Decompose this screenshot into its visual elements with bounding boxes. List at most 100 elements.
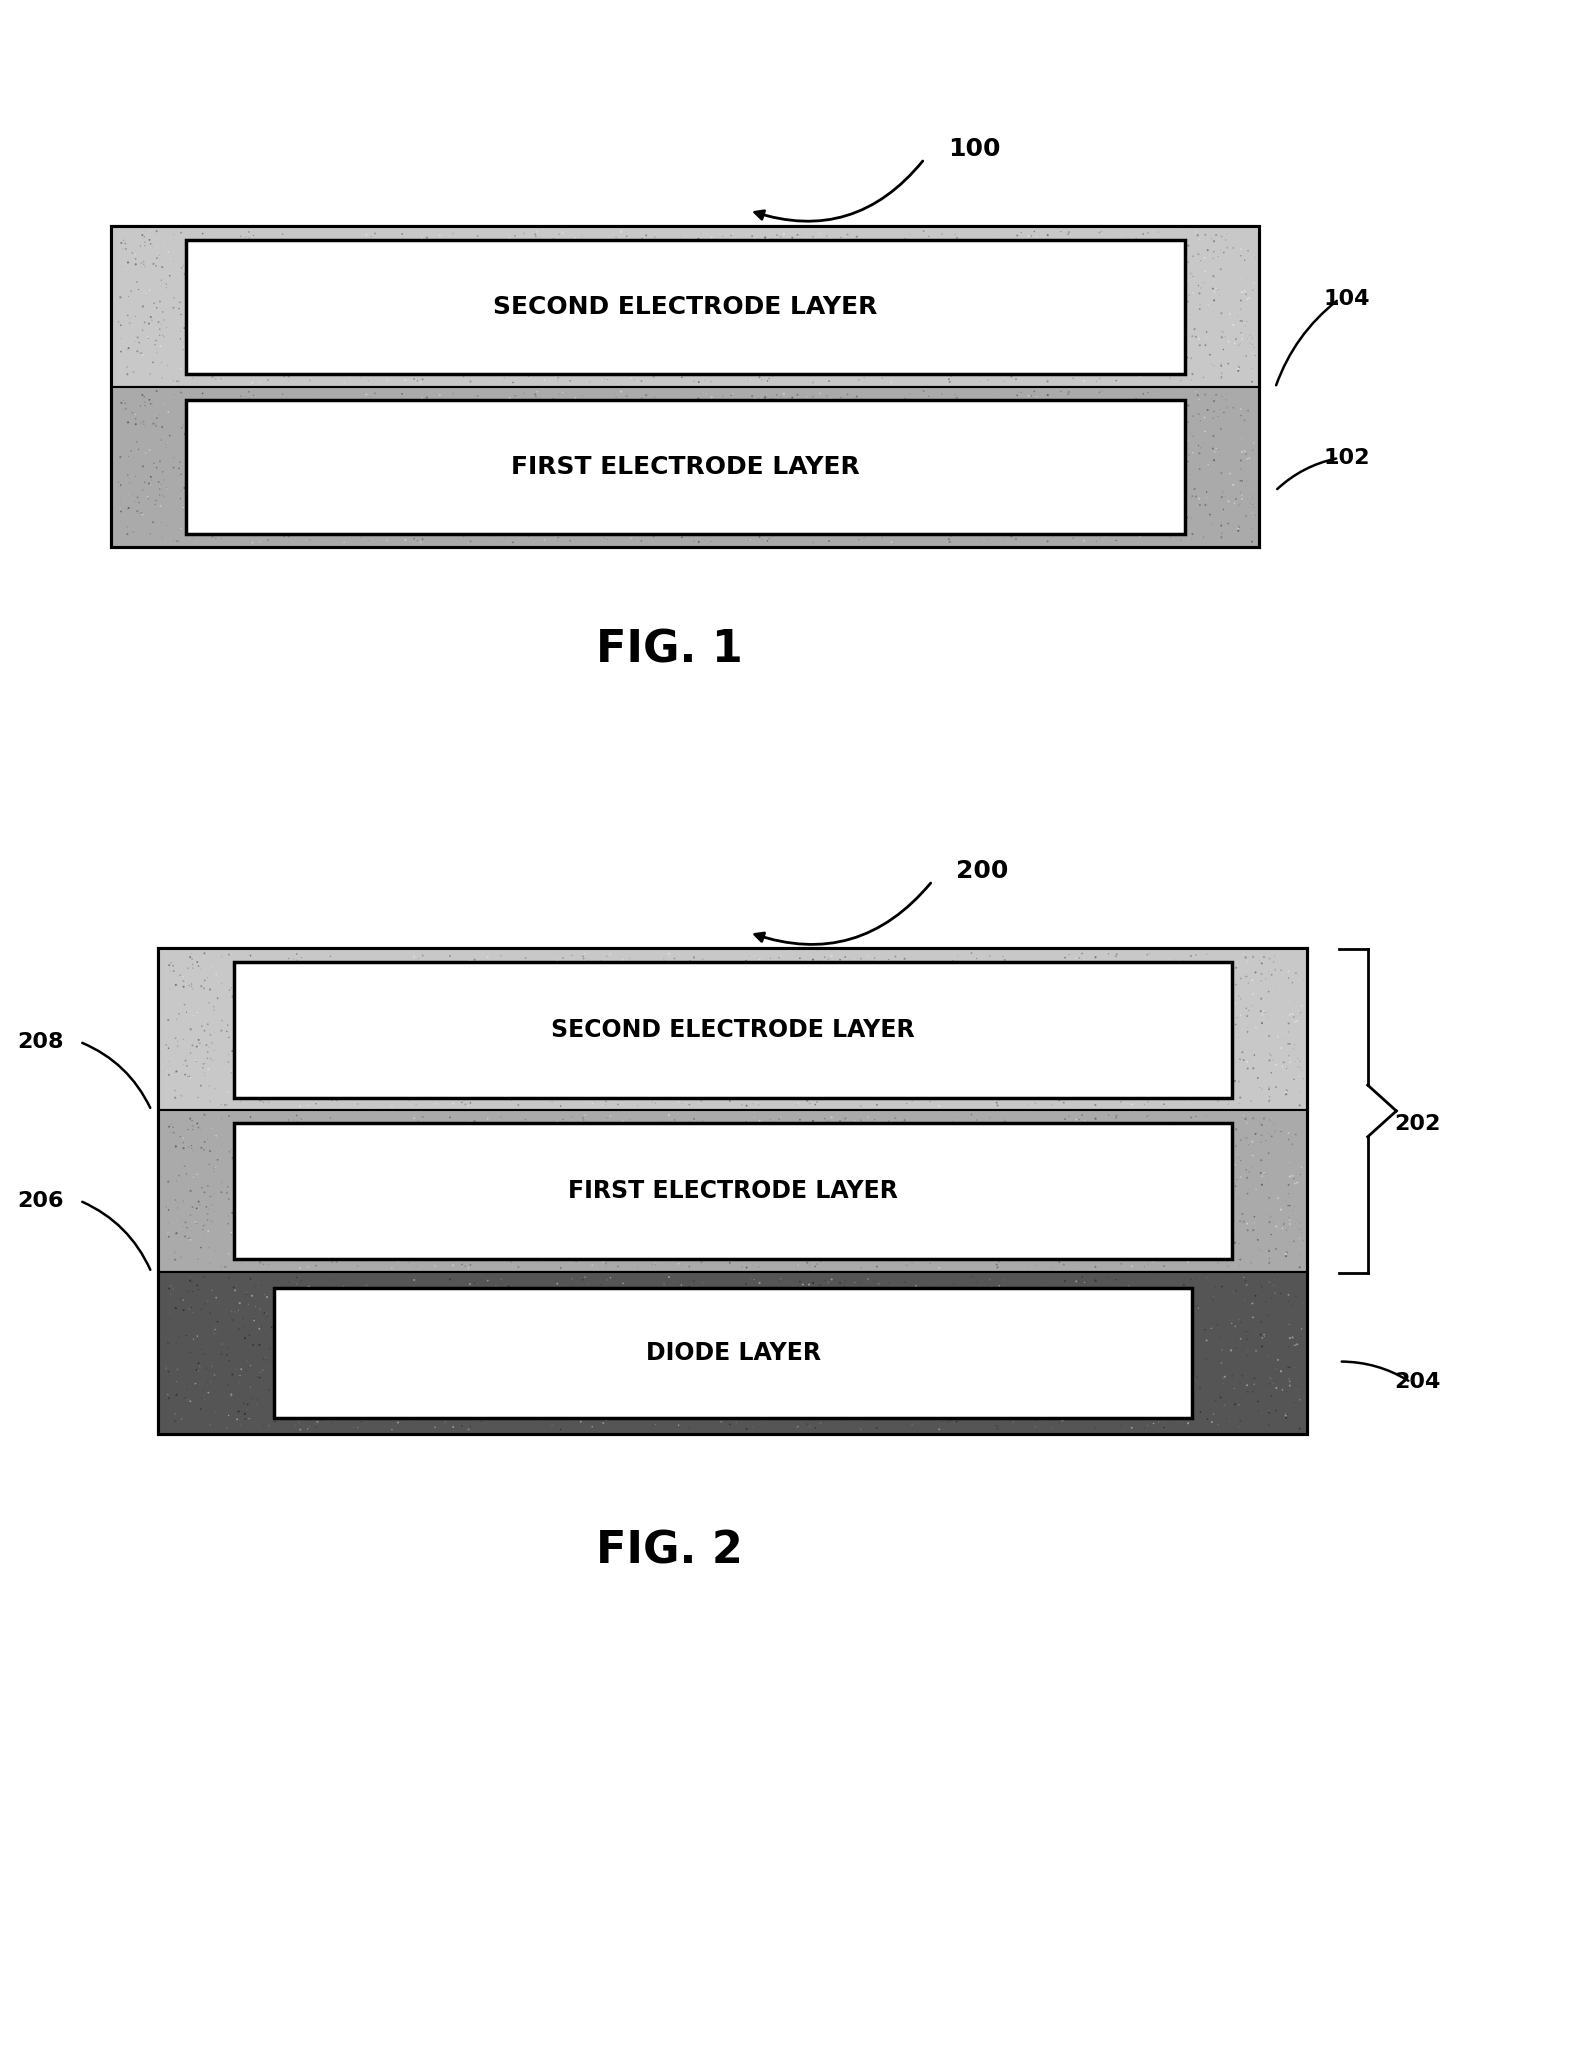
Point [268, 1362, 293, 1395]
Point [244, 1388, 269, 1421]
Point [344, 345, 370, 378]
Point [1114, 1205, 1140, 1238]
Point [190, 1213, 215, 1246]
Point [743, 382, 768, 415]
Point [1060, 268, 1086, 301]
Point [856, 225, 881, 258]
Point [537, 1034, 563, 1067]
Point [290, 254, 316, 287]
Point [783, 1287, 808, 1320]
Point [1274, 1236, 1299, 1269]
Point [534, 1071, 559, 1104]
Point [258, 1149, 284, 1182]
Point [1277, 1027, 1302, 1060]
Point [714, 1131, 740, 1164]
Point [958, 419, 983, 452]
Text: DIODE LAYER: DIODE LAYER [646, 1341, 821, 1366]
Point [971, 314, 996, 347]
Point [626, 1277, 652, 1310]
Point [298, 1190, 324, 1223]
Point [936, 363, 961, 396]
Point [354, 219, 379, 252]
Point [555, 1370, 580, 1403]
Point [319, 1407, 344, 1440]
Point [327, 972, 352, 1005]
Point [649, 245, 674, 279]
Point [781, 312, 807, 345]
Point [180, 972, 206, 1005]
Point [547, 949, 572, 982]
Point [999, 266, 1025, 299]
Point [1234, 464, 1259, 497]
Point [446, 961, 472, 994]
Point [131, 450, 156, 483]
Point [360, 970, 386, 1003]
Point [964, 1034, 990, 1067]
Point [1111, 1275, 1137, 1308]
Point [1028, 1380, 1054, 1413]
Point [1074, 299, 1100, 332]
Point [378, 262, 403, 295]
Point [977, 1263, 1003, 1296]
Point [945, 982, 971, 1015]
Point [1175, 1032, 1200, 1065]
Point [813, 974, 838, 1007]
Point [202, 1360, 228, 1393]
Point [921, 357, 947, 390]
Point [953, 1034, 979, 1067]
Point [177, 1384, 202, 1417]
Point [577, 1296, 603, 1329]
Point [738, 939, 764, 972]
Point [206, 454, 231, 487]
Point [413, 1362, 438, 1395]
Point [140, 347, 166, 380]
Point [1259, 1380, 1285, 1413]
Point [654, 491, 679, 524]
Point [829, 1034, 854, 1067]
Point [303, 489, 328, 522]
Point [636, 1065, 662, 1098]
Point [171, 1133, 196, 1166]
Point [789, 959, 815, 992]
Point [177, 340, 202, 373]
Point [198, 349, 223, 382]
Point [929, 1081, 955, 1114]
Point [398, 1067, 424, 1100]
Point [309, 1403, 335, 1436]
Point [773, 1331, 799, 1364]
Point [657, 497, 682, 530]
Point [1062, 241, 1087, 274]
Point [434, 1203, 459, 1236]
Point [349, 1285, 375, 1318]
Point [523, 1019, 548, 1052]
Point [1074, 510, 1100, 543]
Point [1275, 1116, 1301, 1149]
Point [177, 1360, 202, 1393]
Point [620, 1225, 646, 1258]
Point [209, 1337, 234, 1370]
Bar [186, 400, 1184, 534]
Point [442, 283, 467, 316]
Point [991, 961, 1017, 994]
Point [1152, 235, 1178, 268]
Point [257, 1409, 282, 1442]
Point [956, 1116, 982, 1149]
Point [634, 1034, 660, 1067]
Point [485, 1192, 510, 1225]
Point [1227, 1087, 1253, 1120]
Point [1019, 1287, 1044, 1320]
Point [829, 1197, 854, 1230]
Point [1191, 1291, 1216, 1324]
Point [196, 340, 222, 373]
Point [974, 301, 999, 334]
Point [1009, 421, 1035, 454]
Point [1211, 1368, 1237, 1401]
Point [1254, 1318, 1280, 1351]
Point [1168, 411, 1194, 444]
Point [1208, 1347, 1234, 1380]
Point [575, 945, 601, 978]
Point [736, 1351, 762, 1384]
Point [265, 316, 290, 349]
Point [816, 1104, 842, 1137]
Point [1078, 986, 1103, 1019]
